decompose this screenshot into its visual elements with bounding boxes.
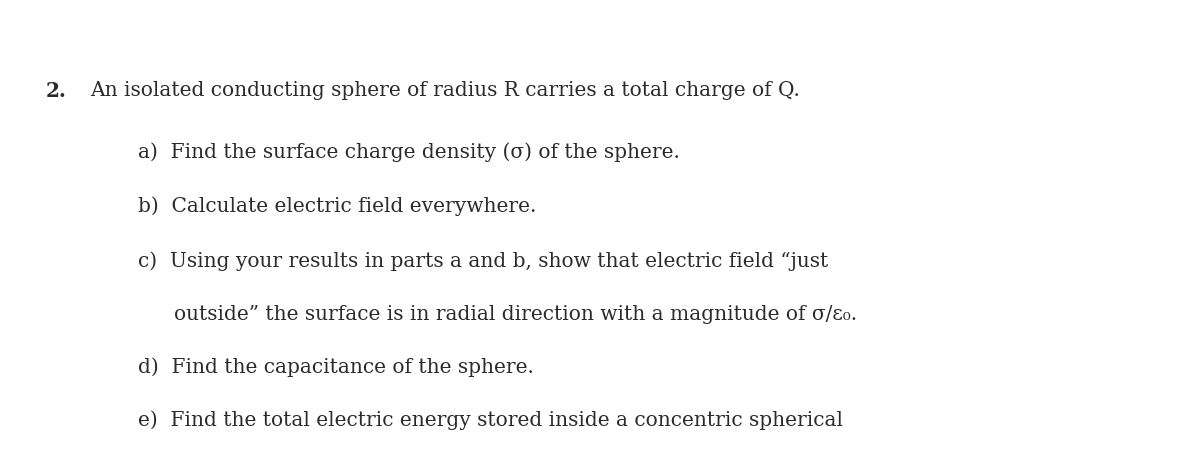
Text: An isolated conducting sphere of radius R carries a total charge of Q.: An isolated conducting sphere of radius … — [90, 81, 800, 100]
Text: b)  Calculate electric field everywhere.: b) Calculate electric field everywhere. — [138, 196, 536, 216]
Text: 2.: 2. — [46, 81, 66, 101]
Text: e)  Find the total electric energy stored inside a concentric spherical: e) Find the total electric energy stored… — [138, 409, 842, 428]
Text: a)  Find the surface charge density (σ) of the sphere.: a) Find the surface charge density (σ) o… — [138, 142, 680, 161]
Text: c)  Using your results in parts a and b, show that electric field “just: c) Using your results in parts a and b, … — [138, 250, 828, 270]
Text: d)  Find the capacitance of the sphere.: d) Find the capacitance of the sphere. — [138, 356, 534, 376]
Text: outside” the surface is in radial direction with a magnitude of σ/ε₀.: outside” the surface is in radial direct… — [174, 304, 857, 323]
